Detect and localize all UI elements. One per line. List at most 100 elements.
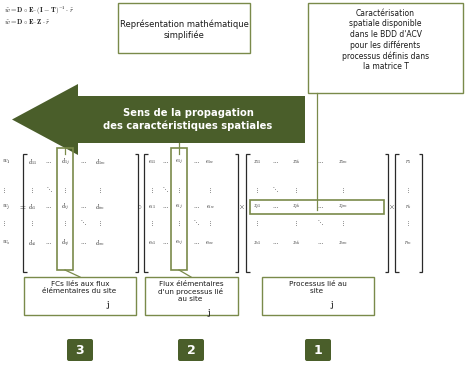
- Text: $d_{ij}$: $d_{ij}$: [61, 201, 69, 213]
- Text: $e_{sj}$: $e_{sj}$: [175, 238, 183, 248]
- Text: Représentation mathématique
simplifiée: Représentation mathématique simplifiée: [119, 20, 249, 40]
- Text: $\mathbf{j}$: $\mathbf{j}$: [207, 307, 212, 319]
- Text: $e_{s1}$: $e_{s1}$: [148, 239, 156, 247]
- Text: $\vdots$: $\vdots$: [208, 220, 212, 228]
- Text: $\vdots$: $\vdots$: [30, 220, 34, 228]
- Text: 3: 3: [76, 343, 84, 356]
- Text: $\vdots$: $\vdots$: [2, 187, 6, 195]
- Text: $\cdots$: $\cdots$: [80, 205, 87, 209]
- Text: $=$: $=$: [18, 203, 27, 211]
- Text: $w_s$: $w_s$: [2, 239, 10, 247]
- Text: $z_{j1}$: $z_{j1}$: [253, 202, 261, 212]
- Text: $d_{1m}$: $d_{1m}$: [95, 157, 105, 167]
- Text: $d_{1j}$: $d_{1j}$: [61, 156, 69, 168]
- Text: $\cdots$: $\cdots$: [80, 240, 87, 245]
- FancyBboxPatch shape: [118, 3, 250, 53]
- Text: $w_1$: $w_1$: [2, 158, 10, 166]
- Text: $\vdots$: $\vdots$: [294, 220, 298, 228]
- Text: 2: 2: [187, 343, 195, 356]
- Text: $\vdots$: $\vdots$: [406, 220, 410, 228]
- Text: $\cdots$: $\cdots$: [161, 159, 168, 165]
- Text: $d_{11}$: $d_{11}$: [28, 157, 37, 167]
- Text: $\cdots$: $\cdots$: [192, 205, 199, 209]
- Text: $z_{11}$: $z_{11}$: [253, 158, 261, 166]
- Text: $\cdots$: $\cdots$: [80, 159, 87, 165]
- Text: $z_{1m}$: $z_{1m}$: [338, 158, 348, 166]
- Text: $z_{1k}$: $z_{1k}$: [292, 158, 300, 166]
- Text: $\cdots$: $\cdots$: [316, 159, 323, 165]
- Text: $d_{sj}$: $d_{sj}$: [61, 237, 69, 249]
- FancyBboxPatch shape: [145, 277, 237, 315]
- Text: $\cdots$: $\cdots$: [44, 205, 51, 209]
- FancyBboxPatch shape: [308, 3, 463, 93]
- Text: 1: 1: [314, 343, 322, 356]
- Text: $\cdots$: $\cdots$: [44, 159, 51, 165]
- Text: $e_{ij}$: $e_{ij}$: [175, 202, 183, 212]
- Text: $\vdots$: $\vdots$: [63, 220, 67, 228]
- Text: $\times$: $\times$: [388, 203, 395, 211]
- Text: Sens de la propagation
des caractéristiques spatiales: Sens de la propagation des caractéristiq…: [103, 108, 273, 131]
- Text: $\vdots$: $\vdots$: [177, 220, 181, 228]
- FancyBboxPatch shape: [67, 339, 93, 361]
- Text: $\times$: $\times$: [238, 203, 244, 211]
- FancyBboxPatch shape: [178, 339, 204, 361]
- Text: $\vdots$: $\vdots$: [341, 187, 345, 195]
- Text: $\cdots$: $\cdots$: [192, 159, 199, 165]
- Text: $\vdots$: $\vdots$: [30, 187, 34, 195]
- Text: $\vdots$: $\vdots$: [208, 187, 212, 195]
- Text: $\vdots$: $\vdots$: [150, 187, 154, 195]
- Text: $\ddots$: $\ddots$: [161, 186, 168, 194]
- Text: $\vdots$: $\vdots$: [341, 220, 345, 228]
- Text: $z_{sk}$: $z_{sk}$: [292, 239, 300, 247]
- FancyBboxPatch shape: [24, 277, 136, 315]
- Text: $\cdots$: $\cdots$: [161, 205, 168, 209]
- Polygon shape: [12, 84, 305, 155]
- Text: $\vdots$: $\vdots$: [98, 220, 102, 228]
- Text: $\vdots$: $\vdots$: [63, 187, 67, 195]
- Text: $e_{1w}$: $e_{1w}$: [205, 158, 215, 166]
- Text: $\tilde{w} = \mathbf{D} \circ \mathbf{E} \cdot \mathbf{Z} \cdot \tilde{r}$: $\tilde{w} = \mathbf{D} \circ \mathbf{E}…: [4, 17, 51, 26]
- Text: $e_{11}$: $e_{11}$: [148, 158, 156, 166]
- Text: $\ddots$: $\ddots$: [45, 186, 52, 194]
- Text: $e_{iw}$: $e_{iw}$: [205, 203, 214, 211]
- Text: $\cdots$: $\cdots$: [271, 205, 278, 209]
- Text: $e_{i1}$: $e_{i1}$: [148, 203, 156, 211]
- Text: $d_{s1}$: $d_{s1}$: [28, 238, 37, 248]
- Text: $e_{sw}$: $e_{sw}$: [205, 239, 215, 247]
- Text: $\cdots$: $\cdots$: [44, 240, 51, 245]
- Text: $\cdots$: $\cdots$: [316, 240, 323, 245]
- Text: $\vdots$: $\vdots$: [255, 187, 259, 195]
- Text: $\vdots$: $\vdots$: [255, 220, 259, 228]
- Text: $w_j$: $w_j$: [2, 202, 10, 212]
- Text: $\vdots$: $\vdots$: [150, 220, 154, 228]
- Text: $z_{s1}$: $z_{s1}$: [253, 239, 261, 247]
- Text: $r_1$: $r_1$: [405, 158, 411, 166]
- Text: $d_{sm}$: $d_{sm}$: [95, 238, 105, 248]
- Text: $\vdots$: $\vdots$: [406, 187, 410, 195]
- Text: $\ddots$: $\ddots$: [316, 219, 323, 227]
- Text: $z_{sm}$: $z_{sm}$: [338, 239, 348, 247]
- Text: $\vdots$: $\vdots$: [294, 187, 298, 195]
- Text: $\ddots$: $\ddots$: [271, 186, 278, 194]
- Text: FCs liés aux flux
élémentaires du site: FCs liés aux flux élémentaires du site: [42, 281, 118, 294]
- Text: $e_{1j}$: $e_{1j}$: [175, 157, 183, 167]
- Text: Processus lié au
site: Processus lié au site: [289, 281, 347, 294]
- Text: $\cdots$: $\cdots$: [316, 205, 323, 209]
- Text: $d_{im}$: $d_{im}$: [95, 202, 105, 212]
- Text: $\cdots$: $\cdots$: [271, 240, 278, 245]
- Text: $\ddots$: $\ddots$: [193, 219, 199, 227]
- Text: Flux élémentaires
d'un processus lié
au site: Flux élémentaires d'un processus lié au …: [159, 281, 224, 302]
- Text: $r_m$: $r_m$: [404, 239, 412, 247]
- Text: $z_{jk}$: $z_{jk}$: [292, 202, 300, 212]
- Text: Caractérisation
spatiale disponible
dans le BDD d'ACV
pour les différents
proces: Caractérisation spatiale disponible dans…: [342, 9, 429, 71]
- Text: $\vdots$: $\vdots$: [98, 187, 102, 195]
- Text: $d_{i1}$: $d_{i1}$: [28, 202, 36, 212]
- Text: $\mathbf{j}$: $\mathbf{j}$: [330, 299, 334, 311]
- Text: $\vdots$: $\vdots$: [2, 220, 6, 228]
- Text: $z_{jm}$: $z_{jm}$: [338, 202, 348, 212]
- Text: $\tilde{w} = \mathbf{D} \circ \mathbf{E} \cdot (\mathbf{I} - \mathbf{T})^{-1} \c: $\tilde{w} = \mathbf{D} \circ \mathbf{E}…: [4, 5, 74, 17]
- Text: $\cdots$: $\cdots$: [271, 159, 278, 165]
- Text: $r_k$: $r_k$: [405, 203, 411, 211]
- Text: $\mathbf{j}$: $\mathbf{j}$: [106, 299, 110, 311]
- Text: $\cdots$: $\cdots$: [161, 240, 168, 245]
